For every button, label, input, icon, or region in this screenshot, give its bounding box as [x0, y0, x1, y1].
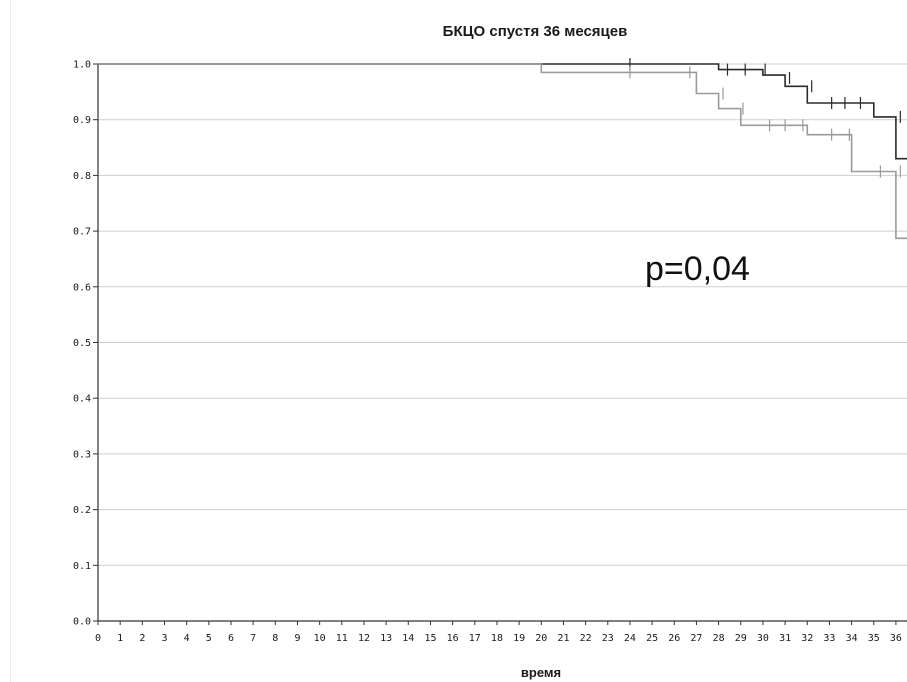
- gridlines: [98, 63, 907, 566]
- y-tick-label: 0.0: [73, 617, 91, 628]
- x-tick-label: 18: [491, 633, 503, 644]
- x-tick-label: 26: [668, 633, 680, 644]
- x-tick-label: 11: [336, 633, 348, 644]
- p-value-annotation: p=0,04: [645, 250, 750, 288]
- x-tick-label: 14: [402, 633, 414, 644]
- axes: 0.00.10.20.30.40.50.60.70.80.91.00 1 2 3 4 5 6…: [73, 60, 907, 644]
- x-tick-label: 34: [846, 633, 858, 644]
- chart-title: БКЦО спустя 36 месяцев: [443, 23, 628, 40]
- x-tick-label: 8: [272, 633, 278, 644]
- y-tick-label: 0.5: [73, 338, 91, 349]
- x-tick-label: 9: [294, 633, 300, 644]
- x-tick-label: 5: [206, 633, 212, 644]
- x-tick-label: 23: [602, 633, 614, 644]
- x-tick-label: 28: [713, 633, 725, 644]
- x-tick-label: 6: [228, 633, 234, 644]
- y-tick-label: 0.4: [73, 394, 91, 405]
- survival-curve-1: [98, 63, 907, 160]
- x-tick-label: 30: [757, 633, 769, 644]
- x-axis-label: время: [521, 665, 561, 680]
- y-tick-label: 0.1: [73, 561, 91, 572]
- x-tick-label: 12: [358, 633, 370, 644]
- x-tick-label: 36: [890, 633, 902, 644]
- x-tick-label: 15: [424, 633, 436, 644]
- y-tick-label: 0.3: [73, 449, 91, 460]
- x-tick-label: 3: [161, 633, 167, 644]
- x-tick-label: 32: [801, 633, 813, 644]
- y-tick-label: 0.7: [73, 227, 91, 238]
- y-tick-label: 1.0: [73, 60, 91, 71]
- x-tick-label: 16: [447, 633, 459, 644]
- x-tick-label: 20: [535, 633, 547, 644]
- survival-curve-2: [98, 63, 907, 240]
- x-tick-label: 25: [646, 633, 658, 644]
- x-tick-label: 35: [868, 633, 880, 644]
- x-tick-label: 17: [469, 633, 481, 644]
- x-tick-label: 13: [380, 633, 392, 644]
- x-tick-label: 22: [580, 633, 592, 644]
- x-tick-label: 4: [184, 633, 190, 644]
- x-tick-label: 33: [823, 633, 835, 644]
- x-tick-label: 19: [513, 633, 525, 644]
- x-tick-label: 0: [95, 633, 101, 644]
- x-tick-label: 2: [139, 633, 145, 644]
- left-border-line: [10, 0, 11, 682]
- x-tick-label: 27: [690, 633, 702, 644]
- survival-curves: [98, 58, 907, 240]
- y-tick-label: 0.9: [73, 115, 91, 126]
- x-tick-label: 21: [557, 633, 569, 644]
- y-tick-label: 0.6: [73, 282, 91, 293]
- x-tick-label: 31: [779, 633, 791, 644]
- x-tick-label: 29: [735, 633, 747, 644]
- x-tick-label: 1: [117, 633, 123, 644]
- x-tick-label: 7: [250, 633, 256, 644]
- x-tick-label: 24: [624, 633, 636, 644]
- x-tick-label: 10: [314, 633, 326, 644]
- y-tick-label: 0.2: [73, 505, 91, 516]
- y-tick-label: 0.8: [73, 171, 91, 182]
